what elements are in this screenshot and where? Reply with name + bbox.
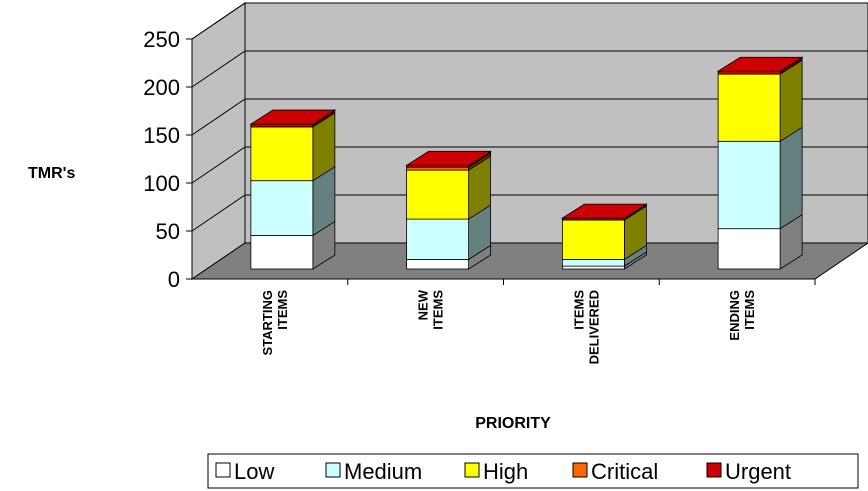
gridline [191,2,868,40]
bar-front [406,166,470,171]
y-tick-label: 250 [143,27,180,52]
bar-front [717,140,781,230]
bar-side [779,126,803,230]
legend-item-low: Low [215,459,274,484]
y-tick-label: 100 [143,171,180,196]
bar-top [716,56,804,72]
bar-segment-high [717,59,803,143]
bar-front [561,265,625,270]
bar-segment-medium [406,204,492,261]
bar-segment-medium [717,126,803,230]
legend-swatch [215,462,231,478]
side-wall [191,2,246,280]
gridline [191,194,868,232]
x-category-label: NEW [416,289,431,320]
legend-label: Low [234,459,274,484]
gridline [191,50,868,88]
bar-top [561,203,648,219]
gridlines [191,2,868,279]
bar-top [249,109,337,125]
bar-front [406,218,470,260]
bars [249,56,804,270]
y-tick-label: 200 [143,75,180,100]
gridline [191,146,868,184]
bar-front [250,126,314,182]
y-tick-label: 150 [143,123,180,148]
x-category-label: ITEMS [571,290,586,330]
chart-walls [190,2,868,280]
x-category-label: ENDING [727,290,742,341]
floor [190,242,868,280]
bar-front [717,228,781,270]
legend-label: Urgent [725,459,791,484]
bar-segment-high [561,205,647,261]
bar-segment-high [406,155,492,220]
bar-segment-high [250,112,336,182]
legend-label: High [483,459,528,484]
bar-segment-medium [250,165,336,237]
bar-segment-low [250,220,336,270]
gridline [191,98,868,136]
x-axis-title: PRIORITY [475,415,551,432]
bar-front [561,258,625,267]
legend-swatch [572,462,588,478]
bar-front [250,234,314,270]
bar-front [561,219,625,260]
bar-front [717,73,781,142]
legend-item-medium: Medium [325,459,422,484]
x-category-label: ITEMS [275,290,290,330]
bar-segment-low [717,213,803,270]
x-category-label: ITEMS [742,290,757,330]
legend-label: Critical [591,459,658,484]
bar-top [405,150,492,166]
legend-label: Medium [344,459,422,484]
bar-front [250,123,314,128]
y-tick-label: 0 [168,267,180,292]
legend-swatch [706,462,722,478]
legend-swatch [464,462,480,478]
bar-front [717,70,781,75]
x-category-label: STARTING [260,290,275,355]
bar-front [406,169,470,220]
x-axis-categories: STARTING ITEMS NEW ITEMS ITEMS DELIVERED ENDIN… [260,279,816,364]
legend-swatch [325,462,341,478]
legend: Low Medium High Critical Urgent [207,453,859,489]
legend-item-high: High [464,459,528,484]
legend-item-critical: Critical [572,459,658,484]
x-category-label: ITEMS [431,290,446,330]
y-axis-title: TMR's [28,165,75,182]
y-tick-label: 50 [156,219,180,244]
legend-item-urgent: Urgent [706,459,791,484]
bar-front [406,258,470,270]
x-category-label: DELIVERED [586,290,601,364]
bar-front [250,180,314,236]
y-axis-ticks: 0 50 100 150 200 250 [143,27,192,292]
legend-box [207,453,859,489]
